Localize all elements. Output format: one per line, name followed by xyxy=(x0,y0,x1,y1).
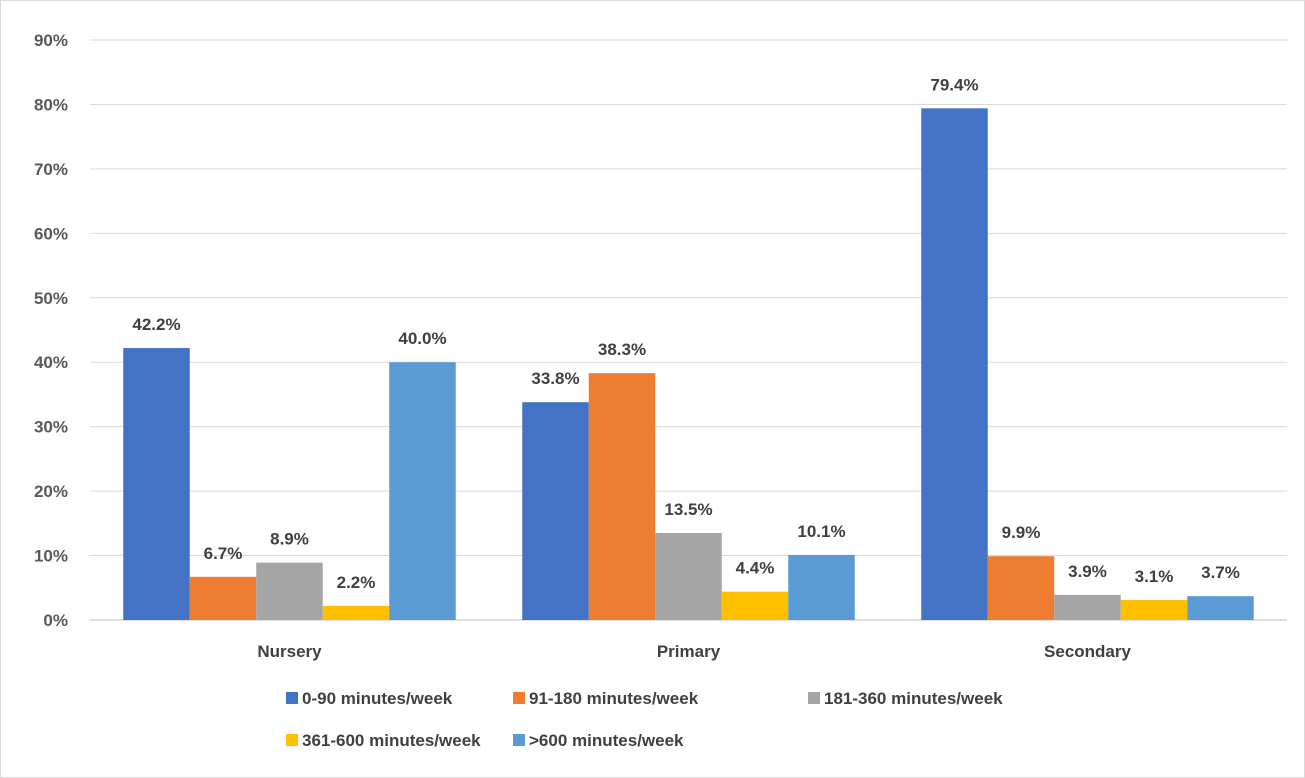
bar xyxy=(788,554,855,620)
bars xyxy=(123,108,1254,621)
legend-label: 0-90 minutes/week xyxy=(302,689,453,708)
y-tick-label: 60% xyxy=(34,224,68,243)
legend-swatch xyxy=(808,692,820,704)
legend-item: 361-600 minutes/week xyxy=(286,731,481,750)
category-label: Secondary xyxy=(1044,642,1131,661)
data-label: 3.9% xyxy=(1068,562,1107,581)
bar xyxy=(522,402,589,620)
y-tick-label: 0% xyxy=(43,611,68,630)
data-label: 79.4% xyxy=(930,75,978,94)
data-label: 33.8% xyxy=(531,369,579,388)
data-label: 3.7% xyxy=(1201,563,1240,582)
legend-item: >600 minutes/week xyxy=(513,731,684,750)
bar xyxy=(123,348,190,620)
data-label: 8.9% xyxy=(270,530,309,549)
bar xyxy=(322,605,390,620)
data-label: 9.9% xyxy=(1002,523,1041,542)
data-labels: 42.2% 6.7% 8.9% 2.2% 40.0% 33.8% 38.3% 13.5% 4.4… xyxy=(132,75,1239,592)
legend-label: >600 minutes/week xyxy=(529,731,684,750)
data-label: 4.4% xyxy=(736,559,775,578)
bar xyxy=(256,562,323,620)
y-tick-label: 10% xyxy=(34,547,68,566)
bar xyxy=(921,108,988,621)
y-tick-label: 20% xyxy=(34,482,68,501)
category-label: Nursery xyxy=(257,642,322,661)
y-axis-ticks: 0% 10% 20% 30% 40% 50% 60% 70% 80% 90% xyxy=(34,31,68,630)
data-label: 13.5% xyxy=(664,500,712,519)
legend-label: 361-600 minutes/week xyxy=(302,731,481,750)
legend-item: 0-90 minutes/week xyxy=(286,689,453,708)
legend-swatch xyxy=(513,692,525,704)
bar xyxy=(1054,594,1121,620)
legend-swatch xyxy=(513,734,525,746)
bar xyxy=(1187,596,1254,620)
category-label: Primary xyxy=(657,642,721,661)
y-tick-label: 90% xyxy=(34,31,68,50)
data-label: 2.2% xyxy=(337,573,376,592)
data-label: 42.2% xyxy=(132,315,180,334)
y-tick-label: 50% xyxy=(34,289,68,308)
legend-swatch xyxy=(286,692,298,704)
bar xyxy=(1120,600,1188,620)
data-label: 3.1% xyxy=(1135,567,1174,586)
legend-label: 181-360 minutes/week xyxy=(824,689,1003,708)
bar xyxy=(987,556,1055,620)
legend-label: 91-180 minutes/week xyxy=(529,689,699,708)
data-label: 6.7% xyxy=(204,544,243,563)
data-label: 38.3% xyxy=(598,340,646,359)
legend-item: 181-360 minutes/week xyxy=(808,689,1003,708)
y-tick-label: 30% xyxy=(34,418,68,437)
bar xyxy=(655,533,722,620)
y-tick-label: 40% xyxy=(34,353,68,372)
category-axis: Nursery Primary Secondary xyxy=(257,642,1131,661)
legend-swatch xyxy=(286,734,298,746)
data-label: 10.1% xyxy=(797,522,845,541)
bar xyxy=(189,576,257,620)
bar xyxy=(588,373,656,620)
y-tick-label: 70% xyxy=(34,160,68,179)
legend-item: 91-180 minutes/week xyxy=(513,689,699,708)
bar xyxy=(389,362,456,620)
data-label: 40.0% xyxy=(398,329,446,348)
legend: 0-90 minutes/week 91-180 minutes/week 181-… xyxy=(286,689,1003,750)
bar xyxy=(721,591,789,620)
y-tick-label: 80% xyxy=(34,95,68,114)
